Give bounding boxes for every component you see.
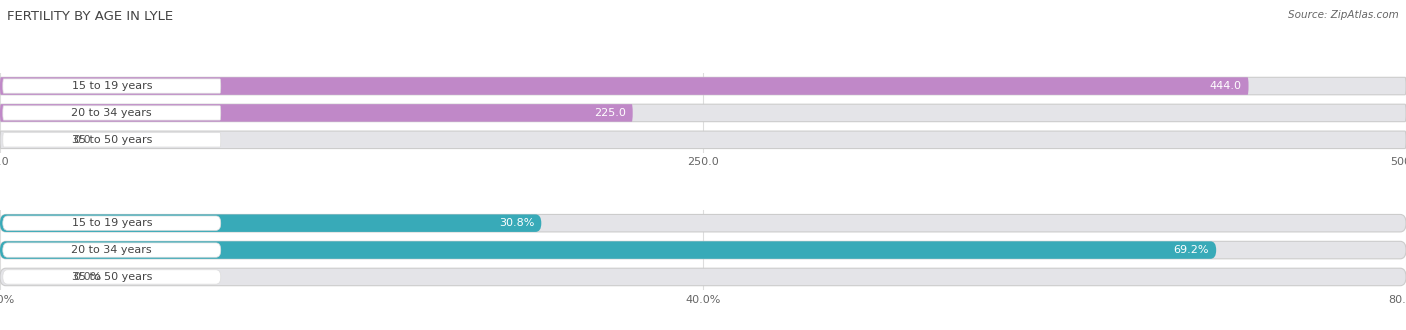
FancyBboxPatch shape — [0, 77, 1406, 95]
Text: 15 to 19 years: 15 to 19 years — [72, 81, 152, 91]
Text: 35 to 50 years: 35 to 50 years — [72, 135, 152, 145]
Text: 69.2%: 69.2% — [1174, 245, 1209, 255]
FancyBboxPatch shape — [0, 77, 1249, 95]
Text: 0.0%: 0.0% — [73, 272, 101, 282]
FancyBboxPatch shape — [0, 241, 1406, 259]
FancyBboxPatch shape — [0, 214, 1406, 232]
FancyBboxPatch shape — [0, 268, 1406, 286]
FancyBboxPatch shape — [0, 241, 1216, 259]
Text: 225.0: 225.0 — [593, 108, 626, 118]
Text: 35 to 50 years: 35 to 50 years — [72, 272, 152, 282]
FancyBboxPatch shape — [0, 104, 633, 122]
FancyBboxPatch shape — [3, 270, 221, 284]
FancyBboxPatch shape — [0, 214, 541, 232]
Text: 444.0: 444.0 — [1209, 81, 1241, 91]
Text: 0.0: 0.0 — [73, 135, 91, 145]
Text: 15 to 19 years: 15 to 19 years — [72, 218, 152, 228]
FancyBboxPatch shape — [3, 106, 221, 120]
FancyBboxPatch shape — [3, 243, 221, 257]
FancyBboxPatch shape — [0, 104, 1406, 122]
Text: Source: ZipAtlas.com: Source: ZipAtlas.com — [1288, 10, 1399, 20]
Text: 30.8%: 30.8% — [499, 218, 534, 228]
Text: 20 to 34 years: 20 to 34 years — [72, 108, 152, 118]
Text: 20 to 34 years: 20 to 34 years — [72, 245, 152, 255]
FancyBboxPatch shape — [0, 131, 1406, 149]
FancyBboxPatch shape — [3, 79, 221, 93]
Text: FERTILITY BY AGE IN LYLE: FERTILITY BY AGE IN LYLE — [7, 10, 173, 23]
FancyBboxPatch shape — [3, 216, 221, 230]
FancyBboxPatch shape — [3, 133, 221, 147]
